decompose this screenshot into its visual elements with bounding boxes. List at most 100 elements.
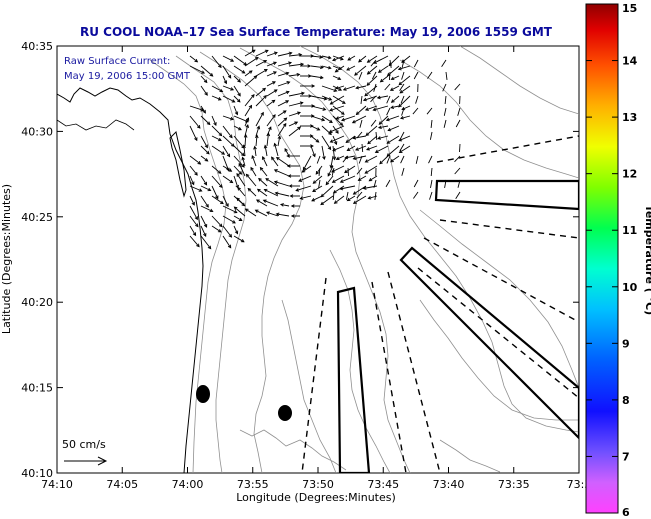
current-vector	[332, 75, 341, 80]
current-vector-head	[241, 156, 245, 161]
current-vector	[386, 145, 400, 157]
current-vector-head	[230, 116, 234, 121]
current-vector-head	[219, 184, 223, 188]
current-vector	[455, 119, 461, 128]
current-vector-head	[230, 58, 235, 62]
current-vector	[443, 119, 447, 128]
current-vector-head	[227, 244, 232, 249]
current-vector-head	[228, 233, 233, 238]
current-vector-head	[223, 80, 228, 85]
current-vector-head	[192, 232, 197, 237]
current-vector-head	[390, 158, 394, 163]
current-vector	[233, 65, 245, 74]
current-vector	[222, 155, 230, 171]
current-vector	[222, 135, 235, 147]
current-vector	[370, 95, 377, 103]
current-vector	[310, 145, 316, 157]
current-vector	[347, 55, 356, 61]
inner-shore	[57, 119, 135, 131]
current-vector	[200, 185, 211, 191]
current-vector	[430, 179, 433, 188]
current-vector	[233, 105, 238, 115]
current-vector	[255, 135, 258, 147]
current-vector	[277, 123, 287, 137]
current-vector	[386, 95, 391, 104]
current-vector	[200, 175, 207, 186]
current-vector	[430, 167, 433, 177]
current-vector-head	[398, 81, 403, 86]
scale-label: 50 cm/s	[62, 438, 106, 451]
current-vector-head	[389, 87, 394, 91]
current-vector	[233, 115, 249, 123]
current-vector	[413, 71, 419, 80]
current-vector-head	[259, 166, 264, 171]
current-vector	[379, 155, 389, 165]
current-vector	[211, 195, 224, 204]
current-vector	[356, 131, 363, 139]
current-vector	[288, 92, 305, 97]
current-vector-head	[245, 117, 250, 122]
current-vector	[222, 95, 235, 103]
current-vector	[332, 105, 345, 115]
current-vector	[310, 65, 324, 69]
current-vector	[211, 185, 219, 199]
current-vector-head	[377, 136, 382, 140]
current-vector-head	[352, 156, 357, 161]
current-vector	[277, 100, 289, 107]
current-vector	[321, 145, 325, 160]
current-vector	[427, 71, 433, 79]
current-vector	[443, 107, 447, 116]
current-vector	[316, 155, 321, 164]
current-vector	[399, 85, 411, 94]
current-vector	[373, 83, 377, 92]
current-vector-head	[364, 159, 369, 163]
current-vector-head	[215, 195, 219, 200]
current-vector	[356, 191, 363, 199]
current-vector	[385, 179, 391, 188]
current-vector-head	[325, 181, 330, 186]
current-vector	[211, 55, 222, 68]
current-vector	[250, 167, 257, 177]
current-vector	[233, 55, 247, 66]
current-vector-head	[320, 201, 325, 206]
y-tick-label: 40:20	[21, 296, 53, 309]
current-vector	[330, 155, 334, 168]
current-vector-head	[377, 125, 382, 130]
current-vector-head	[256, 188, 261, 193]
current-vector	[244, 117, 249, 127]
current-vector-head	[297, 111, 302, 115]
current-vector-head	[254, 209, 259, 213]
current-vector-head	[288, 184, 293, 188]
current-vector-head	[272, 114, 276, 118]
current-vector-head	[236, 98, 241, 103]
current-vector-head	[279, 203, 284, 207]
current-vector	[454, 83, 461, 91]
current-vector-head	[275, 212, 280, 217]
current-vector	[346, 65, 356, 71]
current-vector-head	[234, 230, 239, 235]
current-vector-head	[242, 144, 246, 149]
current-vector	[200, 85, 208, 96]
current-vector-head	[385, 117, 390, 122]
current-vector-head	[219, 88, 224, 93]
current-vector	[386, 155, 391, 164]
current-vector	[426, 107, 433, 115]
current-vector	[371, 71, 377, 80]
current-vector	[288, 121, 298, 127]
current-vector-head	[345, 139, 350, 144]
current-vector	[189, 225, 196, 236]
current-vector	[388, 125, 400, 131]
current-vector-head	[268, 126, 272, 131]
current-vector	[321, 95, 332, 101]
current-vector	[255, 88, 266, 97]
current-vector-head	[335, 116, 340, 120]
current-vector-head	[238, 171, 243, 175]
current-vector	[330, 95, 345, 105]
current-vector-head	[203, 79, 208, 84]
current-vector	[245, 208, 257, 217]
current-vector	[200, 225, 207, 237]
current-vector	[277, 52, 292, 57]
current-vector	[413, 59, 419, 68]
current-vector	[390, 85, 400, 91]
current-vector	[347, 145, 356, 151]
